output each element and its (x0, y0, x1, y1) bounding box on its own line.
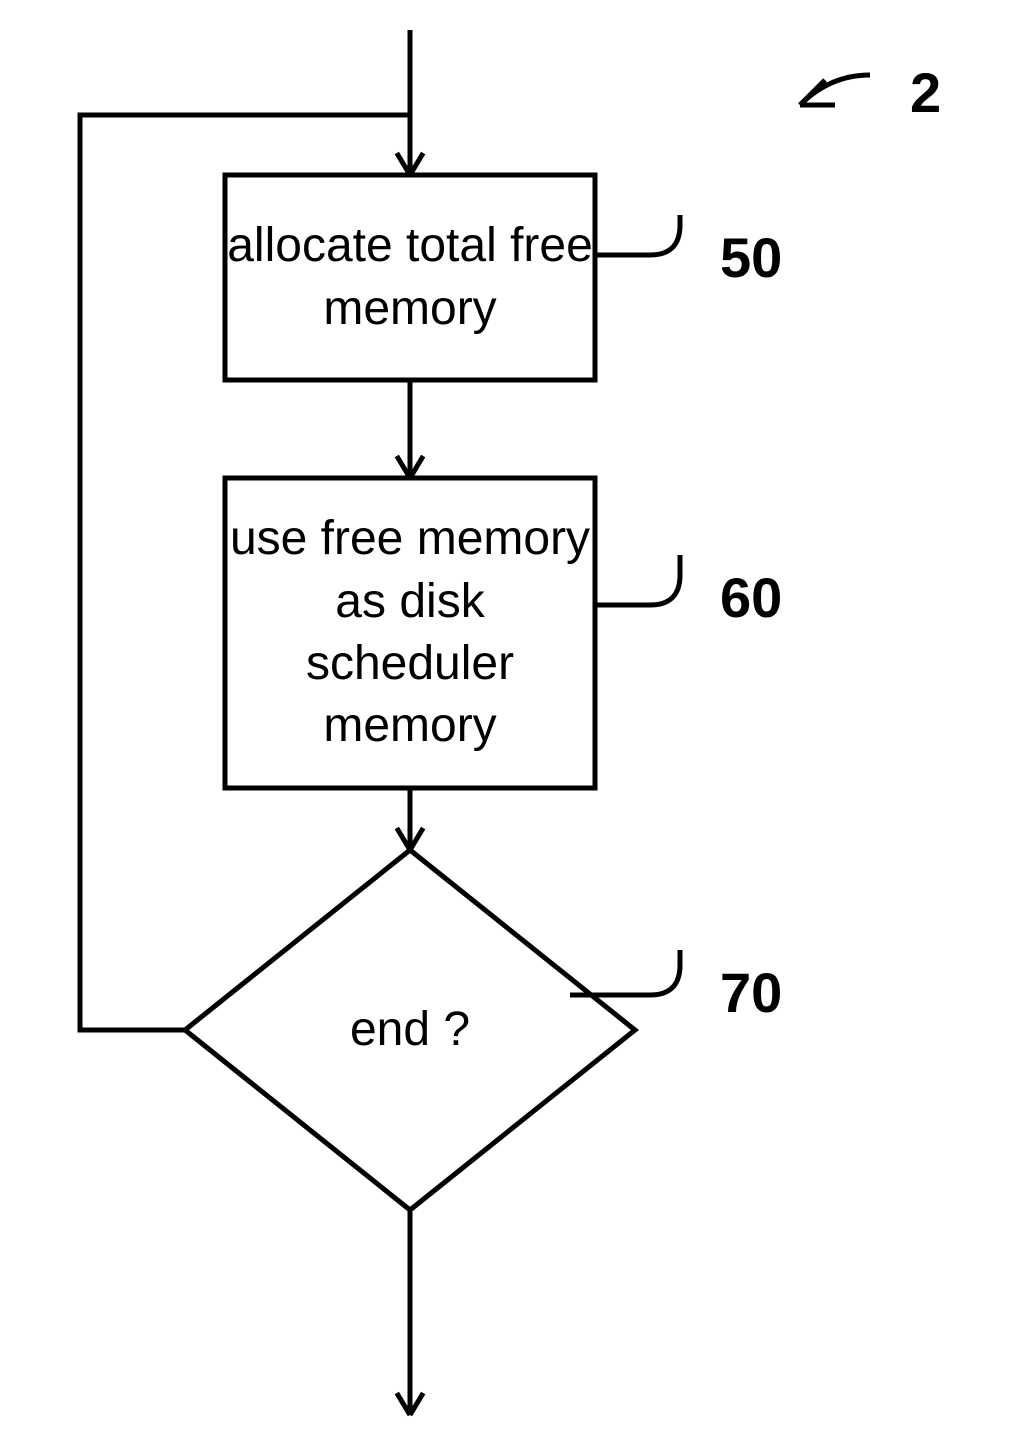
callout-box50 (595, 215, 680, 255)
node-text-diamond70: end ? (185, 850, 635, 1210)
diagram-label: 2 (910, 60, 941, 125)
diagram-indicator-arrow (800, 75, 870, 105)
node-text-box60: use free memory as disk scheduler memory (225, 478, 595, 788)
callout-box60 (595, 555, 680, 605)
label-diamond70: 70 (720, 960, 782, 1025)
label-box50: 50 (720, 225, 782, 290)
label-box60: 60 (720, 565, 782, 630)
node-text-box50: allocate total free memory (225, 175, 595, 380)
